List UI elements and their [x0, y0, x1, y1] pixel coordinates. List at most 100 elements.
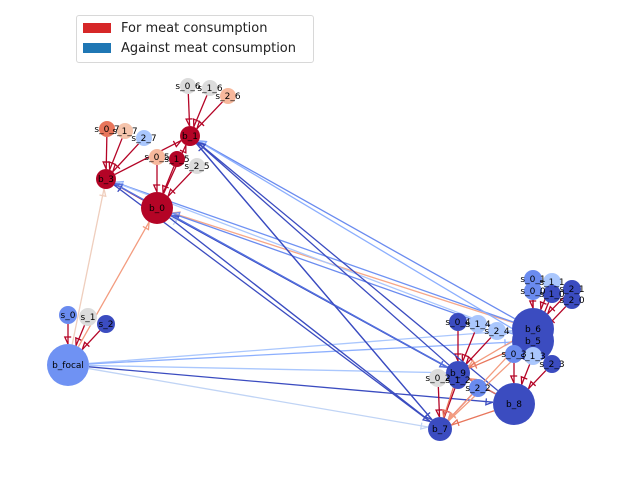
node-label-b_focal: b_focal — [52, 361, 84, 371]
node-b_8[interactable] — [493, 383, 535, 425]
edge-arrowhead — [75, 336, 82, 346]
edge-b_5-to-b_3 — [115, 181, 514, 335]
edge-s_0_6-to-b_1 — [185, 93, 193, 127]
edge-b_5-to-b_1 — [198, 140, 516, 331]
edges-layer — [63, 93, 567, 430]
node-s_1_2[interactable] — [449, 371, 467, 389]
node-label-s_0_4: s_0_4 — [445, 318, 470, 328]
node-label-s_0_1: s_0_1 — [520, 275, 545, 285]
edge-arrowhead — [547, 305, 556, 315]
edge-arrowhead — [450, 418, 460, 427]
edge-s_0_7-to-b_3 — [102, 136, 110, 170]
node-label-s_0: s_0 — [61, 311, 76, 321]
node-s_1_6[interactable] — [202, 80, 218, 96]
edge-s_0_5-to-b_0 — [152, 165, 161, 193]
edge-b_focal-to-b_3 — [71, 188, 107, 345]
node-s_0[interactable] — [59, 306, 77, 324]
edge-line — [169, 217, 431, 423]
edge-line — [195, 143, 433, 421]
edge-line — [198, 140, 516, 331]
node-s_2_6[interactable] — [220, 88, 236, 104]
node-label-s_1: s_1 — [81, 313, 96, 323]
node-s_1_3[interactable] — [524, 347, 542, 365]
edge-s_0-to-b_focal — [63, 324, 72, 345]
edge-arrowhead — [448, 412, 457, 421]
node-s_2_7[interactable] — [136, 130, 152, 146]
node-label-s_1_5: s_1_5 — [164, 155, 189, 165]
edge-s_2_5-to-b_0 — [167, 171, 192, 197]
node-b_0[interactable] — [141, 192, 173, 224]
edge-line — [88, 341, 513, 365]
edge-line — [461, 332, 476, 363]
edge-line — [521, 364, 531, 385]
edge-line — [527, 370, 547, 390]
edge-line — [88, 329, 513, 365]
edge-arrowhead — [99, 188, 107, 198]
edge-b_focal-to-b_5 — [88, 339, 513, 365]
edge-line — [115, 181, 514, 323]
node-label-s_1_4: s_1_4 — [465, 320, 490, 330]
edge-s_0_3-to-b_8 — [509, 363, 518, 384]
node-s_0_4[interactable] — [449, 313, 467, 331]
node-s_0_2[interactable] — [429, 369, 447, 387]
nodes-layer — [47, 78, 581, 441]
edge-arrowhead — [438, 360, 448, 368]
node-s_2_4[interactable] — [488, 322, 506, 340]
node-label-s_2: s_2 — [99, 320, 114, 330]
node-s_0_0[interactable] — [524, 282, 542, 300]
edge-arrowhead — [424, 411, 433, 421]
node-s_2[interactable] — [97, 315, 115, 333]
edge-line — [172, 212, 514, 324]
node-s_2_5[interactable] — [189, 158, 205, 174]
edge-arrowhead — [108, 161, 116, 170]
node-s_1_7[interactable] — [117, 123, 133, 139]
node-label-s_1_1: s_1_1 — [539, 278, 564, 288]
node-s_2_3[interactable] — [543, 355, 561, 373]
edge-arrowhead — [192, 118, 200, 127]
edge-line — [71, 188, 105, 345]
node-s_0_3[interactable] — [505, 345, 523, 363]
node-label-b_1: b_1 — [182, 132, 198, 142]
node-s_0_6[interactable] — [180, 78, 196, 94]
node-label-s_2_1: s_2_1 — [559, 285, 584, 295]
edge-s_2_1-to-b_6 — [547, 294, 567, 315]
node-s_2_0[interactable] — [563, 291, 581, 309]
edge-s_2-to-b_focal — [81, 330, 101, 351]
node-s_2_2[interactable] — [469, 379, 487, 397]
edge-arrowhead — [196, 120, 205, 129]
node-s_0_5[interactable] — [149, 149, 165, 165]
node-s_1_0[interactable] — [543, 285, 561, 303]
node-b_3[interactable] — [96, 169, 116, 189]
node-b_focal[interactable] — [47, 344, 89, 386]
edge-line — [88, 366, 494, 403]
edge-s_1_5-to-b_0 — [162, 166, 175, 194]
edge-b_focal-to-b_0 — [77, 221, 150, 348]
node-s_0_7[interactable] — [99, 121, 115, 137]
edge-b_focal-to-b_7 — [88, 367, 429, 430]
node-b_1[interactable] — [180, 126, 200, 146]
node-label-s_1_0: s_1_0 — [539, 290, 564, 300]
edge-arrowhead — [179, 145, 187, 154]
edge-line — [465, 337, 492, 365]
node-b_7[interactable] — [428, 417, 452, 441]
edge-arrowhead — [520, 375, 528, 385]
edge-b_3-to-b_1 — [114, 139, 182, 176]
edge-b_6-to-b_3 — [115, 180, 514, 323]
edge-arrowhead — [172, 140, 182, 148]
edge-arrowhead — [539, 300, 547, 310]
edge-s_2_7-to-b_3 — [112, 143, 140, 173]
edge-s_2_4-to-b_9 — [465, 337, 492, 365]
node-s_1_5[interactable] — [169, 151, 185, 167]
edge-b_6-to-b_1 — [198, 140, 516, 320]
node-s_1[interactable] — [79, 308, 97, 326]
edge-line — [105, 136, 108, 170]
edge-line — [193, 95, 208, 128]
edge-arrowhead — [461, 353, 469, 362]
node-s_1_4[interactable] — [469, 315, 487, 333]
edge-s_1_6-to-b_1 — [192, 95, 208, 128]
node-label-s_2_5: s_2_5 — [184, 162, 209, 172]
edge-line — [77, 221, 150, 348]
edge-line — [196, 101, 223, 130]
edge-line — [198, 140, 516, 320]
